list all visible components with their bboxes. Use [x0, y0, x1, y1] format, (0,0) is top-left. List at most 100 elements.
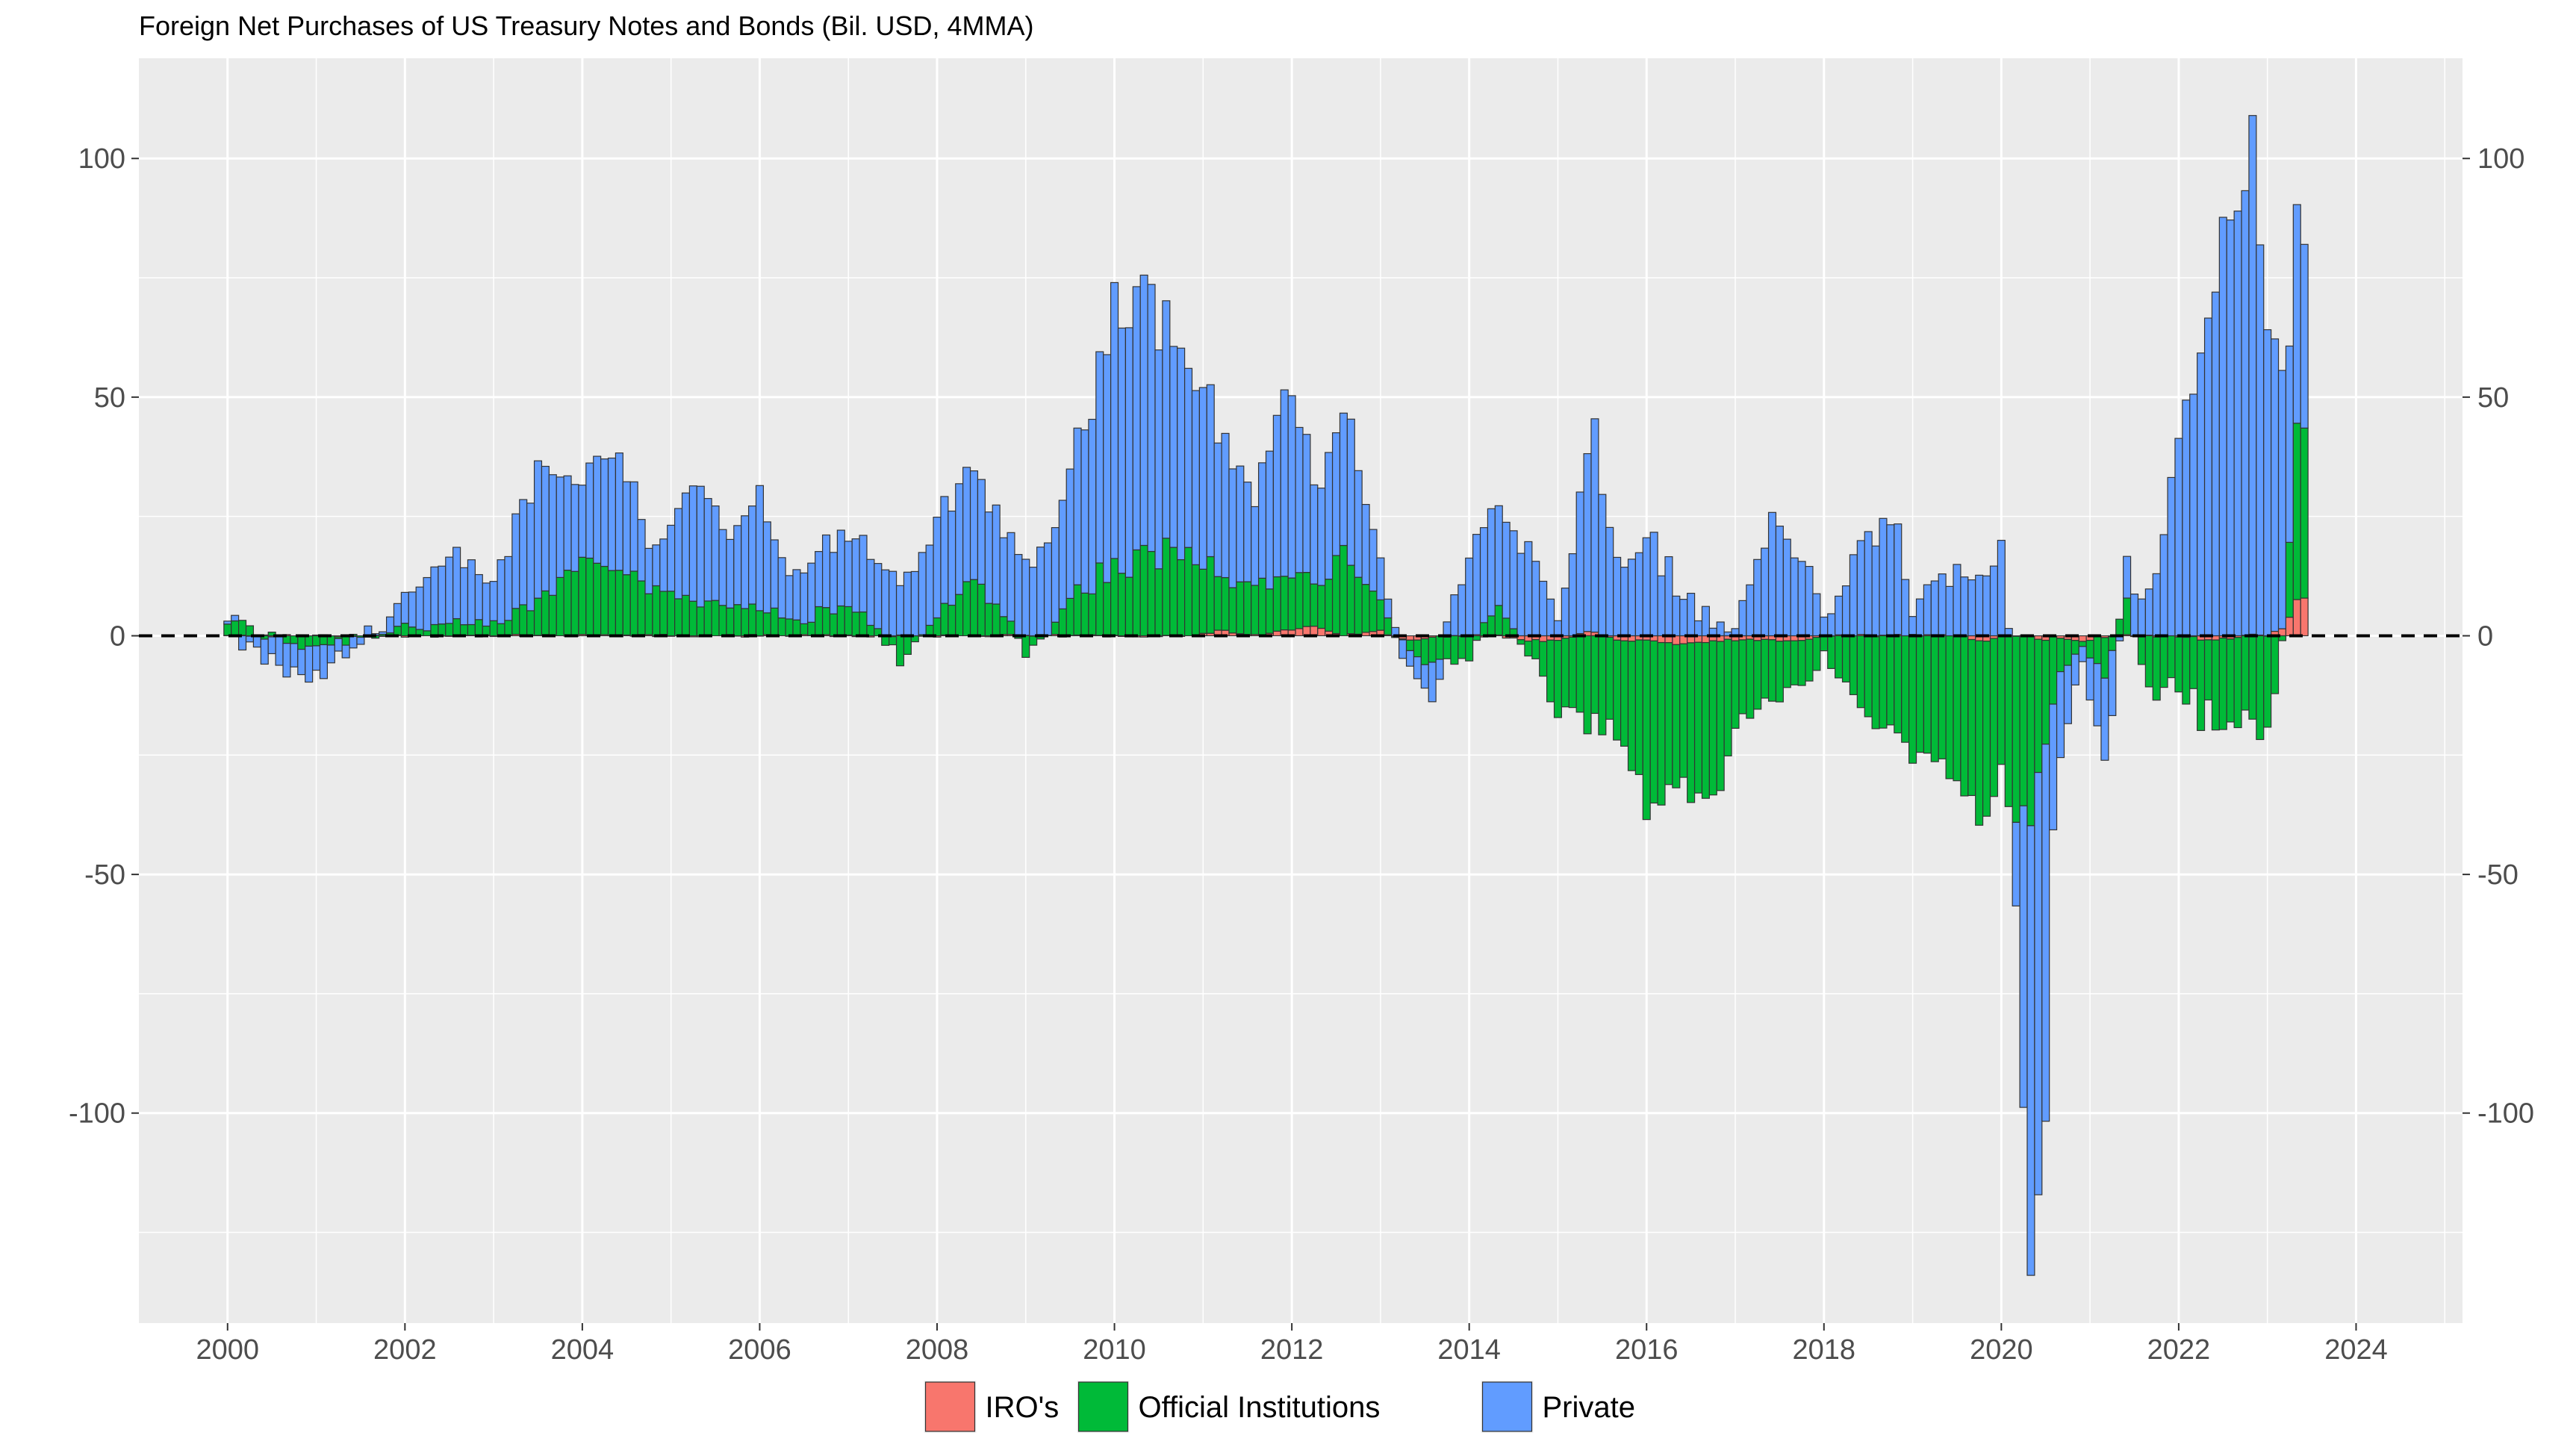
- bar-private: [1975, 574, 1984, 637]
- bar-private: [1420, 664, 1429, 689]
- bar-private: [1325, 452, 1334, 580]
- bar-official: [859, 611, 868, 636]
- bar-official: [895, 635, 905, 667]
- bar-private: [718, 529, 727, 606]
- bar-private: [2174, 438, 2183, 637]
- bar-official: [1642, 639, 1651, 821]
- bar-private: [1613, 556, 1622, 637]
- bar-official: [1103, 582, 1112, 637]
- bar-official: [1708, 640, 1717, 796]
- bar-official: [1251, 585, 1260, 635]
- bar-official: [1384, 617, 1393, 635]
- bar-official: [1782, 640, 1791, 688]
- bar-official: [2300, 427, 2309, 599]
- bar-private: [1331, 432, 1341, 556]
- bar-private: [1110, 281, 1119, 559]
- bar-private: [1871, 545, 1880, 637]
- bar-official: [1864, 635, 1873, 718]
- bar-private: [541, 465, 550, 592]
- bar-private: [511, 513, 520, 609]
- bar-official: [438, 623, 447, 637]
- bar-official: [688, 600, 697, 637]
- bar-official: [2123, 597, 2132, 635]
- bar-private: [984, 511, 993, 604]
- legend-label: Official Institutions: [1139, 1391, 1381, 1424]
- bar-official: [2063, 638, 2072, 666]
- bar-official: [1088, 593, 1097, 635]
- bar-official: [1841, 635, 1851, 682]
- bar-private: [1177, 347, 1186, 561]
- bar-private: [1761, 547, 1770, 637]
- bar-private: [688, 485, 697, 602]
- bar-private: [356, 636, 365, 645]
- bar-private: [1272, 414, 1281, 578]
- bar-private: [267, 636, 276, 655]
- x-tick-label: 2022: [2147, 1334, 2211, 1366]
- bar-official: [785, 618, 794, 637]
- bar-official: [1080, 592, 1089, 636]
- bar-private: [1605, 526, 1614, 637]
- bar-private: [1634, 552, 1643, 637]
- bar-private: [999, 537, 1008, 617]
- bar-private: [1989, 565, 1999, 637]
- bar-official: [312, 635, 321, 647]
- bar-private: [910, 570, 919, 637]
- bar-private: [2019, 805, 2028, 1108]
- bar-official: [1472, 635, 1481, 641]
- bar-official: [2263, 635, 2272, 728]
- bar-official: [2152, 636, 2161, 701]
- bar-official: [1820, 635, 1829, 652]
- bar-private: [1672, 595, 1681, 637]
- bar-private: [600, 458, 609, 567]
- bar-private: [297, 649, 306, 676]
- bar-official: [1465, 635, 1474, 662]
- bar-official: [2218, 637, 2227, 730]
- bar-official: [245, 625, 255, 637]
- bar-official: [940, 603, 949, 635]
- bar-official: [1923, 635, 1932, 754]
- bar-private: [1805, 565, 1814, 637]
- bar-private: [1827, 613, 1836, 637]
- legend-label: Private: [1543, 1391, 1636, 1424]
- bar-private: [349, 635, 358, 649]
- bar-private: [1539, 580, 1548, 637]
- bar-private: [400, 591, 409, 624]
- bar-official: [393, 626, 402, 635]
- bar-private: [2285, 345, 2294, 543]
- bar-private: [733, 525, 742, 606]
- bar-private: [836, 529, 845, 607]
- bar-private: [1117, 327, 1127, 574]
- x-tick-label: 2020: [1970, 1334, 2033, 1366]
- bar-private: [741, 515, 750, 609]
- bar-private: [1147, 284, 1156, 553]
- bar-official: [2292, 423, 2301, 600]
- bar-official: [2174, 636, 2183, 693]
- bar-private: [815, 551, 824, 608]
- bar-private: [821, 534, 831, 609]
- bar-official: [511, 608, 520, 635]
- bar-official: [1930, 635, 1939, 762]
- bar-private: [977, 479, 986, 585]
- bar-private: [1029, 567, 1038, 637]
- bar-official: [1871, 636, 1880, 729]
- bar-private: [1746, 584, 1755, 637]
- bar-private: [2049, 703, 2058, 830]
- bar-private: [2197, 352, 2206, 637]
- bar-private: [1310, 484, 1319, 585]
- bar-private: [1841, 585, 1851, 637]
- bar-official: [866, 624, 875, 637]
- bar-private: [1649, 532, 1658, 637]
- bar-official: [1325, 579, 1334, 632]
- bar-private: [1014, 553, 1023, 635]
- bar-private: [1457, 584, 1466, 637]
- bar-official: [829, 613, 838, 637]
- bar-private: [748, 505, 757, 605]
- bar-official: [267, 631, 276, 637]
- bar-private: [593, 455, 602, 564]
- bar-private: [563, 475, 572, 571]
- bar-official: [1310, 583, 1319, 627]
- bar-private: [326, 644, 335, 664]
- bar-private: [2203, 317, 2213, 637]
- bar-private: [696, 485, 705, 608]
- bar-official: [1575, 635, 1584, 713]
